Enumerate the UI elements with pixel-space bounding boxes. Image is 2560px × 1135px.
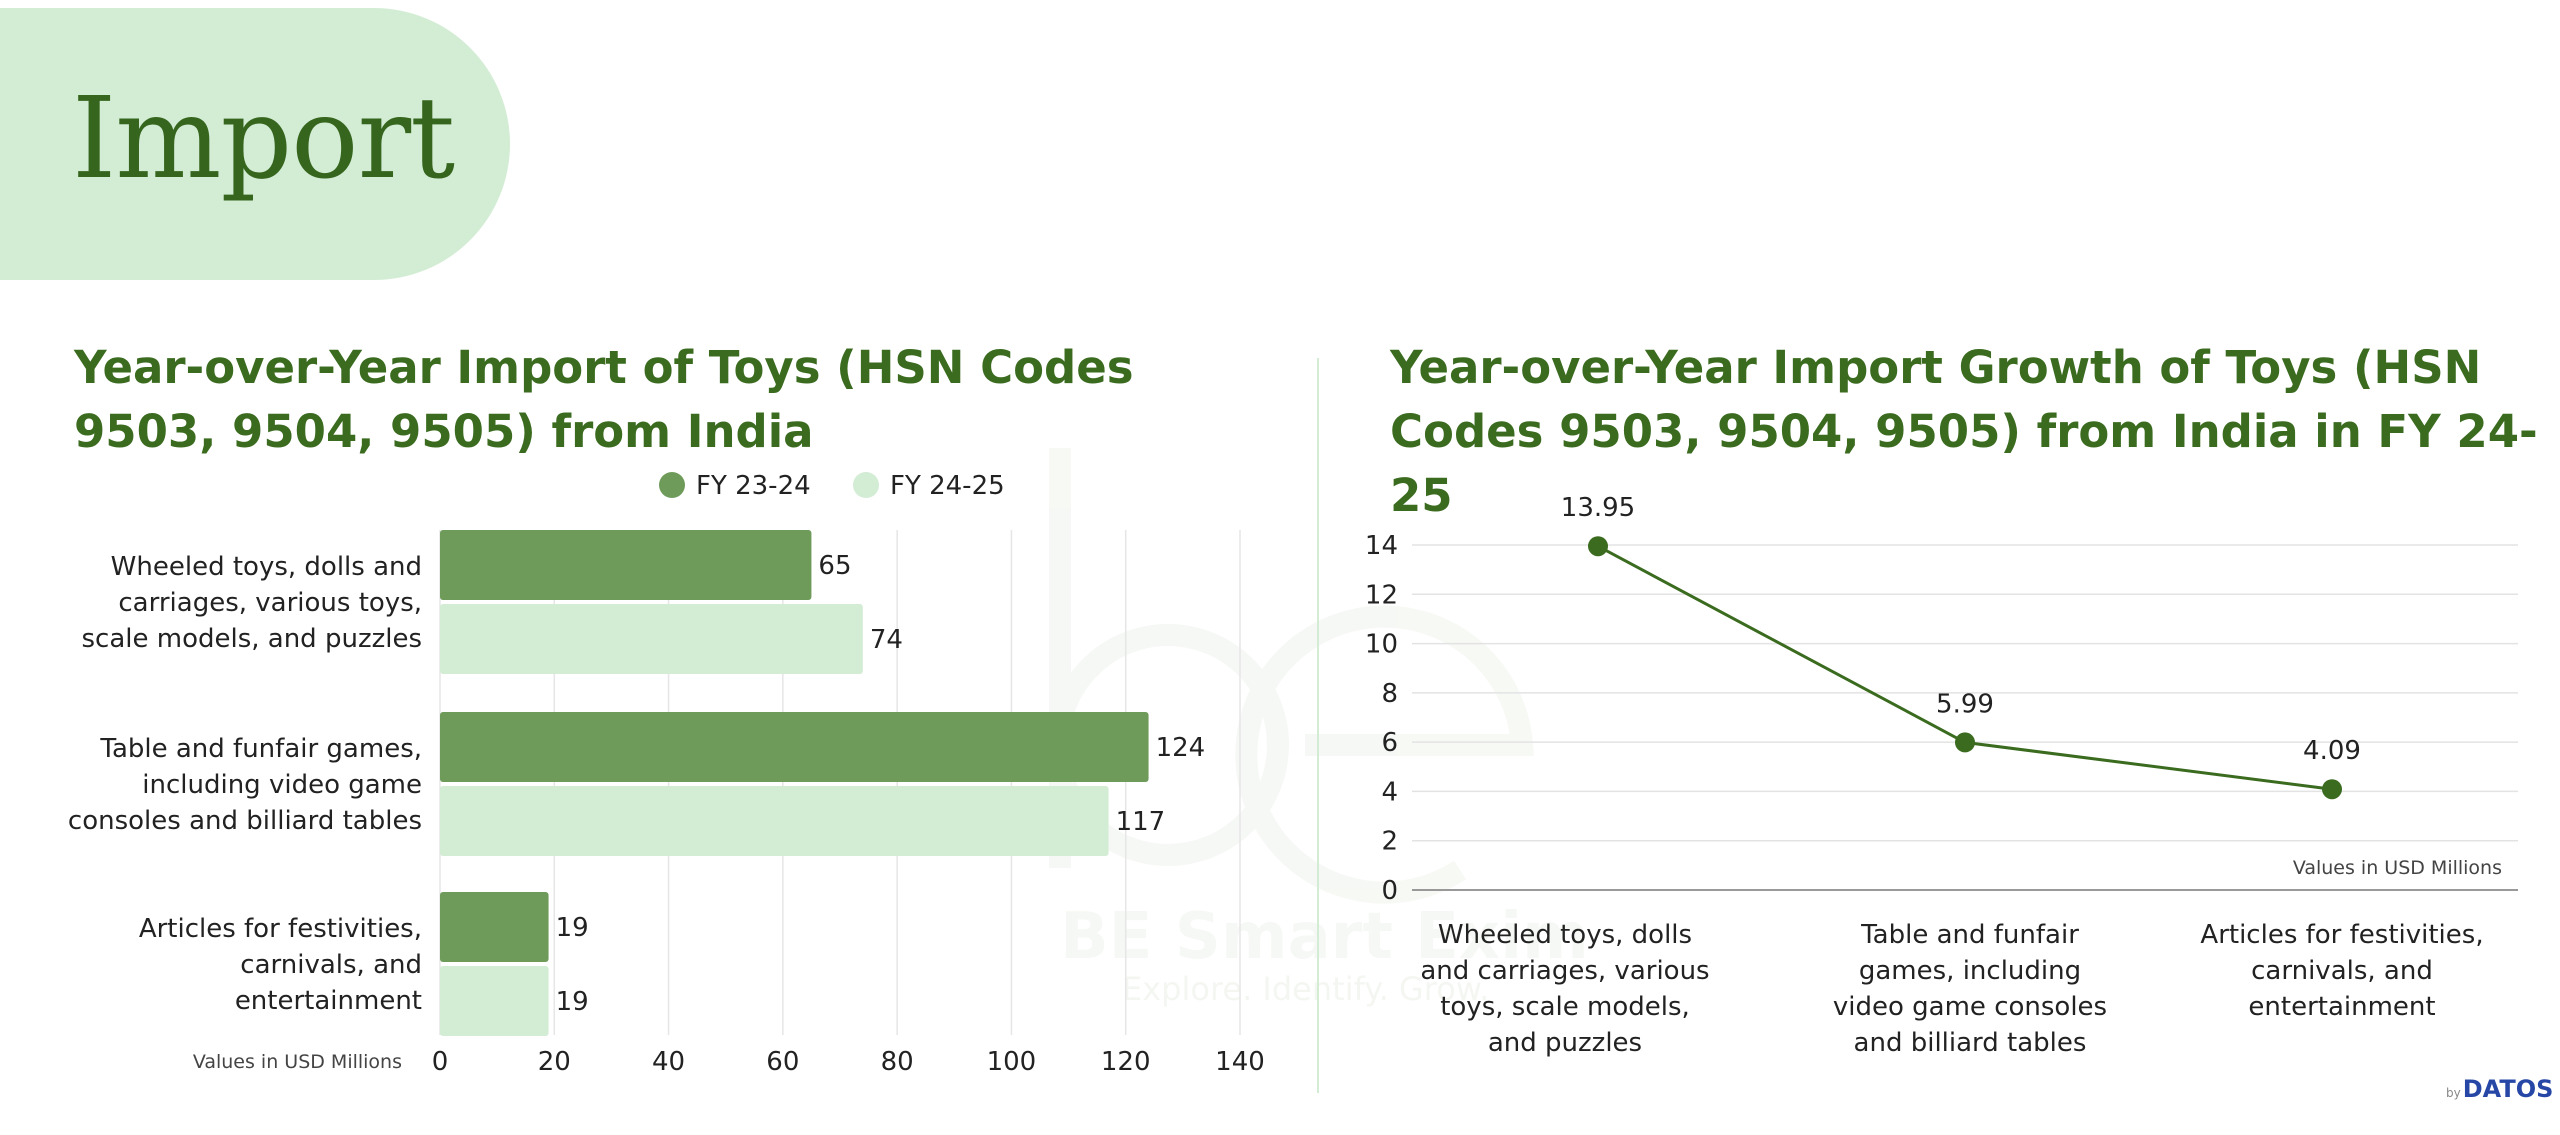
bar-category-label: Table and funfair games,	[99, 734, 422, 764]
line-point	[1955, 732, 1975, 753]
bar-category-label: consoles and billiard tables	[68, 806, 422, 836]
bar-units-note: Values in USD Millions	[193, 1051, 402, 1073]
line-category-label: video game consoles	[1833, 992, 2107, 1022]
watermark-mark-e	[1235, 605, 1534, 904]
bar-x-tick: 140	[1215, 1047, 1265, 1077]
line-value-label: 4.09	[2303, 736, 2361, 766]
line-category-label: toys, scale models,	[1440, 992, 1690, 1022]
line-category-label: entertainment	[2248, 992, 2435, 1022]
bar-value-label: 19	[556, 913, 589, 943]
line-y-tick: 2	[1381, 827, 1398, 857]
bar-x-tick: 60	[766, 1047, 799, 1077]
line-category-label: Table and funfair	[1860, 920, 2079, 950]
line-point	[2322, 779, 2342, 800]
line-y-tick: 12	[1365, 580, 1398, 610]
line-point	[1588, 536, 1608, 557]
legend-label: FY 24-25	[890, 471, 1005, 501]
line-category-labels: Wheeled toys, dolls and carriages, variou…	[1420, 920, 2483, 1058]
bar-category-label: carriages, various toys,	[118, 588, 422, 618]
page-heading: Import	[72, 74, 455, 204]
bar-x-tick: 100	[987, 1047, 1037, 1077]
legend-swatch-fy2425	[853, 472, 879, 498]
bar-fy2324	[440, 892, 549, 962]
bar-fy2425	[440, 786, 1109, 856]
line-category-label: and billiard tables	[1854, 1028, 2087, 1058]
bar-value-labels: 65 74 124 117 19 19	[556, 551, 1206, 1017]
line-y-tick: 0	[1381, 876, 1398, 906]
line-category-label: and puzzles	[1488, 1028, 1642, 1058]
bar-value-label: 65	[818, 551, 851, 581]
line-category-label: Wheeled toys, dolls	[1438, 920, 1692, 950]
bar-value-label: 19	[556, 987, 589, 1017]
line-category-label: carnivals, and	[2251, 956, 2433, 986]
watermark-name: BE Smart Exim	[1060, 900, 1589, 974]
bar-fy2425	[440, 966, 549, 1036]
bar-value-label: 117	[1116, 807, 1166, 837]
bar-category-labels: Wheeled toys, dolls and carriages, variou…	[68, 552, 422, 1016]
bar-value-label: 124	[1156, 733, 1206, 763]
line-category-label: Articles for festivities,	[2200, 920, 2483, 950]
datos-logo: by DATOS	[2446, 1075, 2553, 1103]
bar-fy2324	[440, 712, 1149, 782]
line-series: 13.95 5.99 4.09	[1561, 493, 2361, 800]
bar-value-label: 74	[870, 625, 903, 655]
bar-category-label: Articles for festivities,	[139, 914, 422, 944]
section-divider	[1317, 358, 1319, 1093]
bar-category-label: carnivals, and	[240, 950, 422, 980]
line-y-tick: 14	[1365, 531, 1398, 561]
bar-x-tick: 80	[881, 1047, 914, 1077]
line-category-label: games, including	[1859, 956, 2081, 986]
logo-name: DATOS	[2462, 1075, 2554, 1103]
line-y-ticks: 0 2 4 6 8 10 12 14	[1365, 531, 1398, 906]
watermark-tagline: Explore. Identify. Grow.	[1122, 970, 1489, 1008]
legend-swatch-fy2324	[659, 472, 685, 498]
bar-category-label: including video game	[142, 770, 422, 800]
line-path	[1597, 544, 2333, 791]
bar-x-ticks: 0 20 40 60 80 100 120 140	[432, 1047, 1265, 1077]
bar-grid	[439, 530, 1241, 1035]
import-badge: Import	[0, 8, 510, 280]
bar-fy2425	[440, 604, 863, 674]
logo-prefix: by	[2446, 1086, 2461, 1100]
bar-marks	[440, 530, 1149, 1036]
bar-x-tick: 0	[432, 1047, 449, 1077]
line-category-label: and carriages, various	[1420, 956, 1709, 986]
line-value-label: 5.99	[1936, 689, 1994, 719]
bar-legend: FY 23-24 FY 24-25	[659, 471, 1005, 501]
legend-label: FY 23-24	[696, 471, 811, 501]
bar-x-tick: 120	[1101, 1047, 1151, 1077]
line-y-tick: 10	[1365, 630, 1398, 660]
bar-category-label: entertainment	[235, 986, 422, 1016]
bar-category-label: scale models, and puzzles	[81, 624, 422, 654]
bar-x-tick: 40	[652, 1047, 685, 1077]
bar-category-label: Wheeled toys, dolls and	[111, 552, 422, 582]
bar-x-tick: 20	[538, 1047, 571, 1077]
bar-chart-title: Year-over-Year Import of Toys (HSN Codes…	[74, 341, 1134, 458]
line-units-note: Values in USD Millions	[2293, 857, 2502, 879]
line-chart-title: Year-over-Year Import Growth of Toys (HS…	[1390, 341, 2538, 522]
line-y-tick: 4	[1381, 777, 1398, 807]
line-y-tick: 6	[1381, 728, 1398, 758]
line-value-label: 13.95	[1561, 493, 1635, 523]
line-y-tick: 8	[1381, 679, 1398, 709]
bar-fy2324	[440, 530, 812, 600]
